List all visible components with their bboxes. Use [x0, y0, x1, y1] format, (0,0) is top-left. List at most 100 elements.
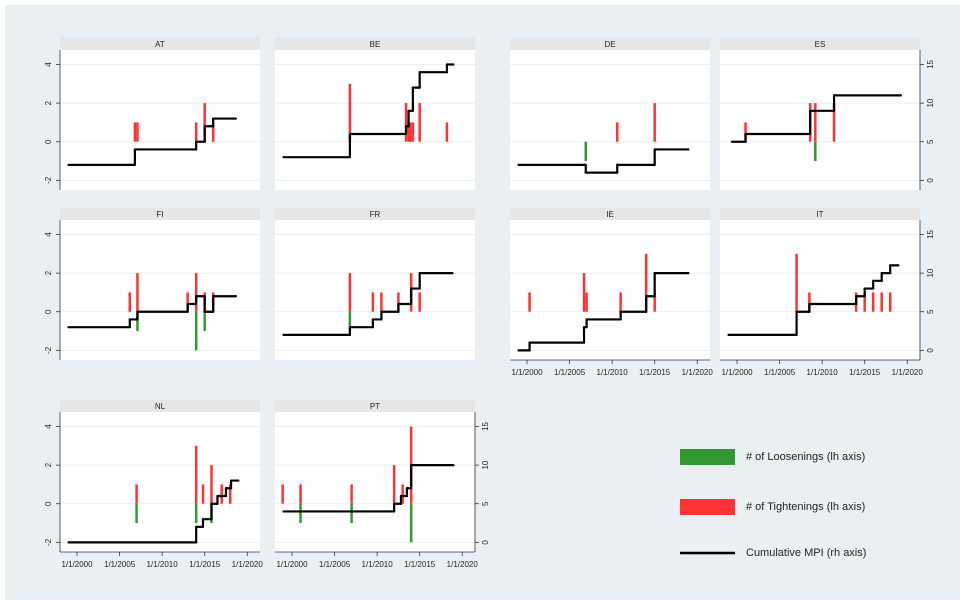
y2-tick-label: 0 [926, 348, 935, 353]
tightening-bar [281, 484, 284, 504]
panel-header [720, 38, 920, 50]
tightening-bar [194, 445, 198, 504]
y2-tick-label: 5 [926, 139, 935, 144]
loosening-bar [350, 503, 353, 524]
panel-header [510, 208, 710, 220]
tightening-bar [814, 103, 817, 142]
panel-header [60, 38, 260, 50]
x-tick-label: 1/1/2005 [319, 560, 351, 569]
y2-tick-label: 0 [481, 540, 490, 545]
plot-area [60, 50, 260, 190]
y-tick-label: 0 [44, 309, 53, 314]
y2-tick-label: 10 [926, 98, 935, 107]
tightening-bar [404, 103, 408, 142]
y-tick-label: 4 [44, 232, 53, 237]
tightening-bar [194, 273, 198, 312]
tightening-bar [203, 103, 206, 142]
y2-tick-label: 15 [926, 59, 935, 68]
tightening-bar [653, 103, 656, 142]
tightening-bar [744, 122, 747, 142]
panel-header [275, 38, 475, 50]
plot-area [60, 220, 260, 360]
panel-header [275, 400, 475, 412]
tightening-bar [644, 253, 648, 312]
tightening-bar [832, 103, 836, 142]
y-tick-label: 2 [44, 270, 53, 275]
tightening-bar [133, 122, 137, 142]
tightening-bar [418, 292, 421, 312]
tightening-bar [880, 292, 883, 312]
y2-tick-label: 5 [481, 501, 490, 506]
tightening-bar [201, 484, 205, 504]
x-tick-label: 1/1/2005 [764, 368, 796, 377]
legend-label: # of Loosenings (lh axis) [746, 451, 865, 463]
panel-title: NL [155, 402, 166, 411]
tightening-bar [888, 292, 892, 312]
x-tick-label: 1/1/2020 [682, 368, 714, 377]
tightening-bar [186, 292, 189, 312]
x-tick-label: 1/1/2015 [404, 560, 436, 569]
y2-tick-label: 15 [481, 421, 490, 430]
loosening-bar [409, 503, 413, 543]
legend-swatch [680, 499, 735, 515]
tightening-bar [220, 484, 223, 504]
x-tick-label: 1/1/2020 [232, 560, 264, 569]
loosening-bar [203, 311, 206, 332]
tightening-bar [211, 122, 215, 142]
tightening-bar [871, 292, 875, 312]
tightening-bar [348, 273, 352, 312]
y-tick-label: 4 [44, 62, 53, 67]
y2-tick-label: 5 [926, 309, 935, 314]
tightening-bar [136, 273, 139, 312]
tightening-bar [401, 484, 404, 504]
panel-header [510, 38, 710, 50]
loosening-bar [814, 141, 817, 162]
x-tick-label: 1/1/2000 [276, 560, 308, 569]
tightening-bar [585, 292, 588, 312]
x-tick-label: 1/1/2005 [554, 368, 586, 377]
tightening-bar [528, 292, 531, 312]
tightening-bar [418, 103, 421, 142]
panel-title: PT [370, 402, 380, 411]
y-tick-label: 0 [44, 501, 53, 506]
loosening-bar [348, 311, 352, 332]
panel-header [720, 208, 920, 220]
loosening-bar [136, 311, 139, 332]
y-tick-label: 2 [44, 462, 53, 467]
x-tick-label: 1/1/2000 [511, 368, 543, 377]
tightening-bar [407, 122, 410, 142]
loosening-bar [135, 503, 138, 524]
loosening-bar [299, 503, 302, 524]
panel-header [275, 208, 475, 220]
legend-label: # of Tightenings (lh axis) [746, 501, 865, 513]
x-tick-label: 1/1/2015 [639, 368, 671, 377]
loosening-bar [194, 311, 198, 351]
y-tick-label: -2 [44, 176, 53, 184]
panel-title: IE [606, 210, 614, 219]
x-tick-label: 1/1/2020 [447, 560, 479, 569]
x-tick-label: 1/1/2005 [104, 560, 136, 569]
y2-tick-label: 10 [926, 268, 935, 277]
panel-title: DE [604, 40, 615, 49]
panel-header [60, 400, 260, 412]
plot-area [60, 412, 260, 552]
x-tick-label: 1/1/2010 [597, 368, 629, 377]
plot-area [720, 50, 920, 190]
tightening-bar [445, 122, 449, 142]
tightening-bar [348, 83, 352, 142]
loosening-bar [584, 141, 587, 162]
tightening-bar [653, 292, 656, 312]
panel-title: BE [370, 40, 381, 49]
x-tick-label: 1/1/2015 [189, 560, 221, 569]
tightening-bar [615, 122, 619, 142]
tightening-bar [128, 292, 132, 312]
y-tick-label: 0 [44, 139, 53, 144]
panel-header [60, 208, 260, 220]
tightening-bar [409, 122, 412, 142]
panel-title: IT [816, 210, 823, 219]
plot-area [275, 50, 475, 190]
panel-title: AT [155, 40, 165, 49]
y-tick-label: -2 [44, 538, 53, 546]
x-tick-label: 1/1/2000 [61, 560, 93, 569]
